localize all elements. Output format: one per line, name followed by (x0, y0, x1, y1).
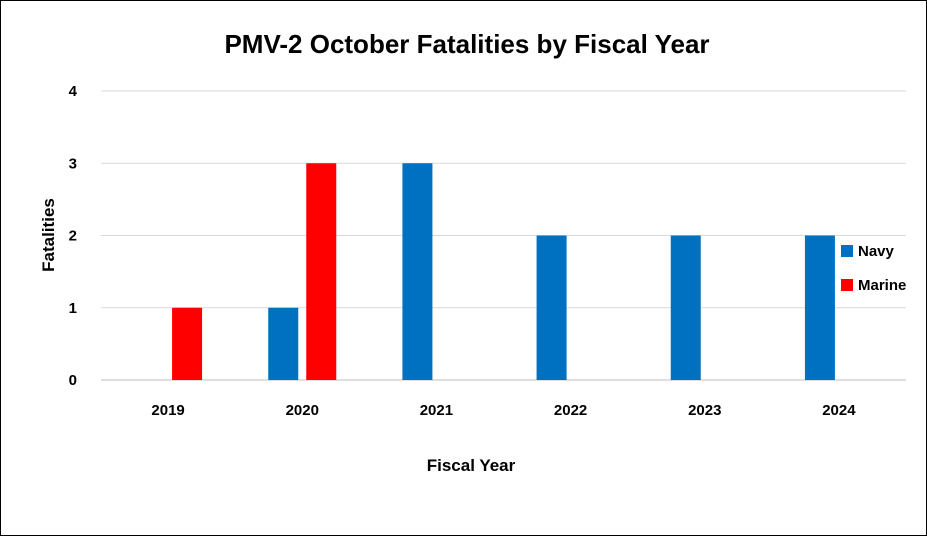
x-tick-label: 2023 (688, 402, 721, 419)
x-tick-label: 2020 (286, 402, 319, 419)
bar-navy-2021 (402, 163, 433, 380)
x-axis-title: Fiscal Year (427, 456, 516, 475)
legend: Navy Marine (841, 243, 906, 294)
y-tick-label: 3 (69, 155, 77, 172)
gridlines (101, 90, 906, 381)
x-tick-label: 2022 (554, 402, 587, 419)
y-tick-label: 0 (69, 372, 77, 389)
legend-label-marine: Marine (858, 277, 906, 294)
y-tick-label: 1 (69, 300, 77, 317)
bar-navy-2023 (670, 235, 701, 380)
legend-swatch-navy (841, 245, 853, 257)
x-tick-label: 2024 (822, 402, 856, 419)
legend-label-navy: Navy (858, 243, 895, 260)
bar-navy-2022 (536, 235, 567, 380)
chart-title: PMV-2 October Fatalities by Fiscal Year (224, 29, 709, 59)
y-axis-title: Fatalities (39, 198, 58, 272)
legend-swatch-marine (841, 279, 853, 291)
y-axis-ticks: 0 1 2 3 4 (69, 83, 78, 389)
bar-navy-2024 (804, 235, 835, 380)
y-tick-label: 2 (69, 228, 77, 245)
x-axis-ticks: 2019 2020 2021 2022 2023 2024 (151, 402, 856, 419)
bar-marine-2020 (306, 163, 337, 380)
x-tick-label: 2021 (420, 402, 453, 419)
bar-marine-2019 (172, 307, 203, 380)
x-tick-label: 2019 (151, 402, 184, 419)
bar-navy-2020 (268, 307, 299, 380)
bars (172, 163, 835, 380)
y-tick-label: 4 (69, 83, 78, 100)
